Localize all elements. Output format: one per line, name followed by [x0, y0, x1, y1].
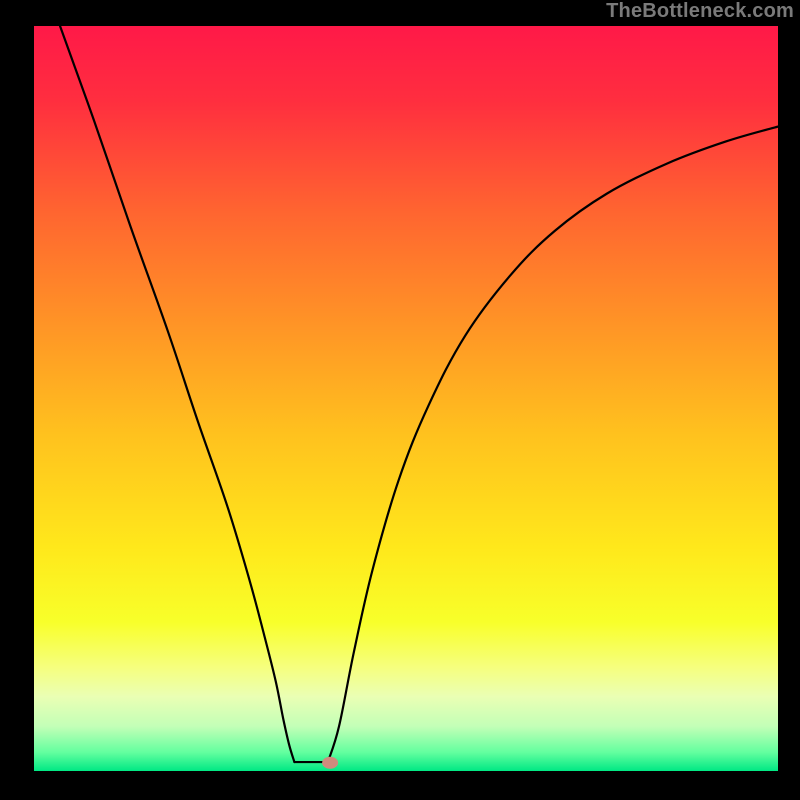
vertex-marker: [322, 757, 338, 769]
stage: TheBottleneck.com: [0, 0, 800, 800]
chart-background: [34, 26, 778, 771]
bottleneck-chart: [0, 0, 800, 800]
